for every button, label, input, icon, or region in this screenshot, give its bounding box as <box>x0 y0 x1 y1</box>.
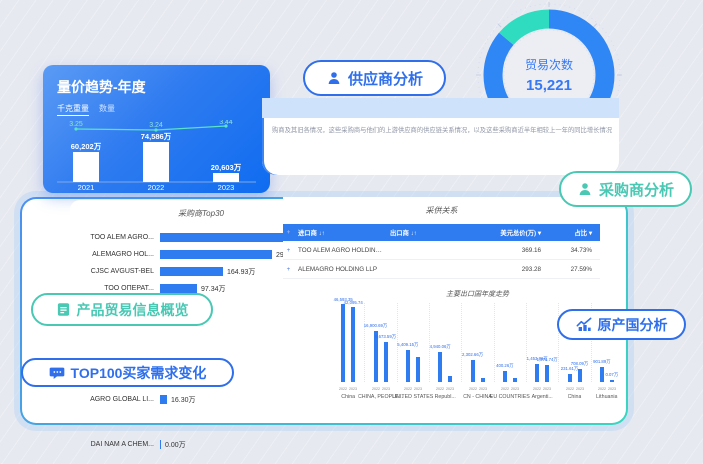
svg-text:74,586万: 74,586万 <box>141 132 172 141</box>
svg-text:2023: 2023 <box>218 183 235 192</box>
svg-text:2021: 2021 <box>78 183 95 192</box>
svg-text:60,202万: 60,202万 <box>71 142 102 151</box>
svg-text:3.24: 3.24 <box>149 122 163 129</box>
svg-text:3.44: 3.44 <box>219 120 233 126</box>
svg-text:3.25: 3.25 <box>69 121 83 128</box>
svg-text:20,603万: 20,603万 <box>211 163 242 172</box>
svg-text:2022: 2022 <box>148 183 165 192</box>
